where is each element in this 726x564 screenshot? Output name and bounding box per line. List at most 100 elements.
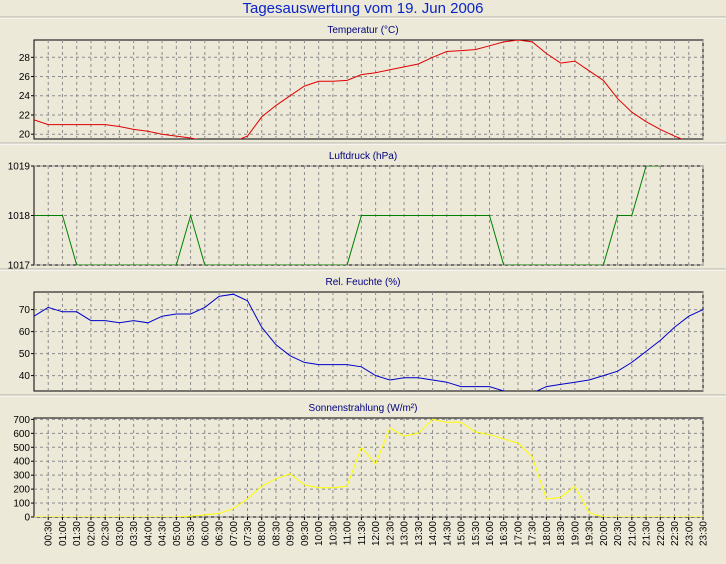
x-tick-label: 17:30 [528,521,539,546]
x-tick-label: 04:00 [143,521,154,546]
x-tick-label: 14:00 [428,521,439,546]
data-point [631,361,633,363]
x-tick-label: 13:30 [414,521,425,546]
x-tick-label: 01:30 [72,521,83,546]
data-point [374,214,376,216]
data-point [218,512,220,514]
data-point [574,381,576,383]
data-point [175,135,177,137]
data-point [659,339,661,341]
data-point [360,446,362,448]
data-point [431,379,433,381]
x-tick-label: 04:30 [158,521,169,546]
data-point [90,123,92,125]
data-point [275,344,277,346]
data-point [104,319,106,321]
data-point [673,135,675,137]
x-tick-label: 23:30 [699,521,710,546]
data-point [289,95,291,97]
y-tick-label: 1017 [8,261,31,272]
y-tick-label: 60 [19,327,31,338]
x-tick-label: 21:00 [627,521,638,546]
series-line [34,166,661,265]
data-point [488,385,490,387]
y-tick-label: 70 [19,305,31,316]
data-point [503,438,505,440]
data-point [303,361,305,363]
data-point [374,463,376,465]
x-tick-label: 18:00 [542,521,553,546]
data-point [246,300,248,302]
data-point [474,385,476,387]
x-tick-label: 10:00 [314,521,325,546]
y-tick-label: 200 [13,485,30,496]
data-point [659,128,661,130]
data-point [460,214,462,216]
data-point [332,363,334,365]
y-tick-label: 26 [19,72,31,83]
data-point [147,130,149,132]
data-point [33,119,35,121]
x-tick-label: 19:00 [570,521,581,546]
data-point [631,111,633,113]
data-point [175,313,177,315]
data-point [189,137,191,139]
data-point [218,295,220,297]
plot-frame [33,39,704,140]
data-point [232,293,234,295]
data-point [474,48,476,50]
data-point [147,264,149,266]
data-point [645,350,647,352]
data-point [503,41,505,43]
plot-frame [33,417,704,518]
data-point [645,165,647,167]
x-tick-label: 13:00 [400,521,411,546]
data-point [118,264,120,266]
y-tick-label: 1018 [8,211,31,222]
x-tick-label: 03:30 [129,521,140,546]
x-tick-label: 01:00 [58,521,69,546]
data-point [261,116,263,118]
x-tick-label: 06:00 [200,521,211,546]
data-point [275,478,277,480]
data-point [360,73,362,75]
data-point [545,385,547,387]
data-point [517,39,519,41]
y-tick-label: 24 [19,91,31,102]
data-point [531,456,533,458]
data-point [204,514,206,516]
data-point [574,264,576,266]
data-point [104,123,106,125]
y-tick-label: 40 [19,371,31,382]
data-point [147,322,149,324]
data-point [47,306,49,308]
y-tick-label: 22 [19,110,31,121]
data-point [588,379,590,381]
data-point [289,355,291,357]
data-point [560,496,562,498]
data-point [332,80,334,82]
data-point [602,374,604,376]
x-tick-label: 16:00 [485,521,496,546]
data-point [303,484,305,486]
data-point [588,512,590,514]
data-point [246,135,248,137]
data-point [332,487,334,489]
x-tick-label: 02:00 [86,521,97,546]
data-point [631,214,633,216]
data-point [503,390,505,392]
data-point [616,97,618,99]
x-tick-label: 09:30 [300,521,311,546]
data-point [688,315,690,317]
x-tick-label: 12:00 [371,521,382,546]
data-point [161,133,163,135]
data-point [318,80,320,82]
x-tick-label: 09:00 [286,521,297,546]
data-point [360,366,362,368]
x-tick-label: 06:30 [215,521,226,546]
data-point [488,45,490,47]
series-line [34,418,703,517]
chart-title: Temperatur (°C) [327,25,398,36]
series-line [34,40,683,139]
